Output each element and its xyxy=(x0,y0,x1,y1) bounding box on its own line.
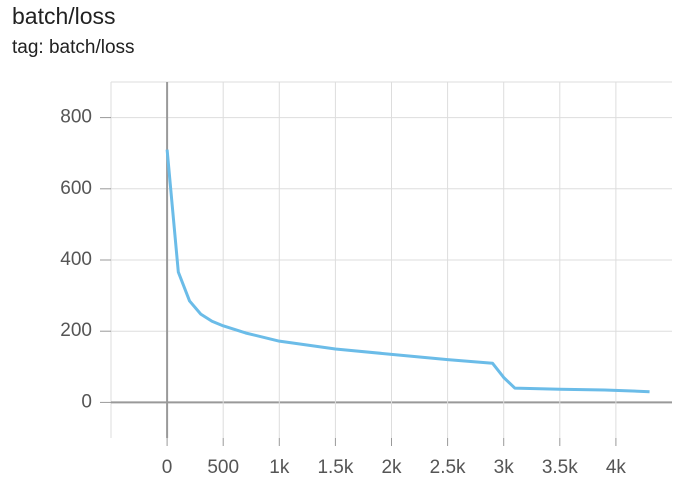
y-tick-label: 200 xyxy=(60,320,92,341)
x-tick-label: 3k xyxy=(494,457,515,478)
x-tick-label: 1k xyxy=(269,457,290,478)
x-tick-label: 500 xyxy=(207,457,239,478)
data-line xyxy=(165,149,650,394)
y-tick-label: 800 xyxy=(60,107,92,128)
y-tick-label: 400 xyxy=(60,249,92,270)
x-tick-label: 2k xyxy=(381,457,402,478)
y-tick-label: 0 xyxy=(81,391,92,412)
x-tick-label: 4k xyxy=(606,457,627,478)
chart-subtitle: tag: batch/loss xyxy=(12,37,135,58)
chart-title: batch/loss xyxy=(12,3,116,29)
x-tick-label: 2.5k xyxy=(430,457,466,478)
y-tick-label: 600 xyxy=(60,178,92,199)
x-tick-label: 3.5k xyxy=(542,457,578,478)
x-tick-label: 0 xyxy=(162,457,173,478)
x-tick-label: 1.5k xyxy=(317,457,353,478)
